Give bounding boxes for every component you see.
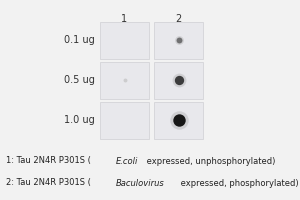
Text: expressed, unphosphorylated): expressed, unphosphorylated) xyxy=(144,156,276,166)
Text: 0.1 ug: 0.1 ug xyxy=(64,35,94,45)
Text: E.coli: E.coli xyxy=(116,156,138,166)
FancyBboxPatch shape xyxy=(154,62,203,99)
Point xyxy=(122,78,127,82)
Text: 2: 2 xyxy=(176,14,182,24)
Text: expressed, phosphorylated): expressed, phosphorylated) xyxy=(178,178,299,188)
Text: 1.0 ug: 1.0 ug xyxy=(64,115,94,125)
Text: 1: Tau 2N4R P301S (: 1: Tau 2N4R P301S ( xyxy=(6,156,91,166)
FancyBboxPatch shape xyxy=(154,21,203,58)
Point xyxy=(176,118,181,122)
FancyBboxPatch shape xyxy=(100,62,149,99)
Point xyxy=(176,78,181,82)
FancyBboxPatch shape xyxy=(100,21,149,58)
Text: Baculovirus: Baculovirus xyxy=(116,178,164,188)
FancyBboxPatch shape xyxy=(100,102,149,138)
Point xyxy=(176,38,181,42)
Point xyxy=(176,38,181,42)
Point xyxy=(176,78,181,82)
FancyBboxPatch shape xyxy=(154,102,203,138)
Text: 0.5 ug: 0.5 ug xyxy=(64,75,94,85)
Text: 1: 1 xyxy=(122,14,128,24)
Text: 2: Tau 2N4R P301S (: 2: Tau 2N4R P301S ( xyxy=(6,178,91,188)
Point xyxy=(176,118,181,122)
